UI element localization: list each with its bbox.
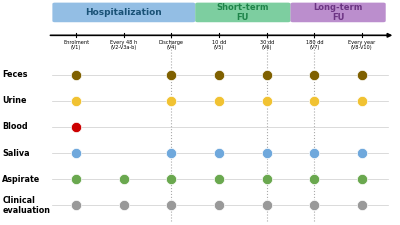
Point [168, 73, 175, 76]
FancyBboxPatch shape [290, 3, 386, 22]
Point [264, 178, 270, 181]
Text: Clinical
evaluation: Clinical evaluation [2, 196, 50, 215]
Text: Blood: Blood [2, 122, 28, 131]
Point [216, 73, 222, 76]
Text: Hospitalization: Hospitalization [86, 8, 162, 17]
Text: Discharge
(V4): Discharge (V4) [159, 40, 184, 50]
Point [359, 204, 365, 207]
Point [73, 151, 79, 155]
Point [359, 178, 365, 181]
Text: Enrolment
(V1): Enrolment (V1) [63, 40, 89, 50]
Point [73, 73, 79, 76]
Point [168, 151, 175, 155]
Point [359, 151, 365, 155]
Text: 180 dd
(V7): 180 dd (V7) [306, 40, 323, 50]
Point [168, 178, 175, 181]
Point [311, 178, 318, 181]
Point [168, 99, 175, 103]
Point [121, 178, 127, 181]
Point [216, 99, 222, 103]
Text: Long-term
FU: Long-term FU [314, 3, 363, 22]
Point [311, 99, 318, 103]
Text: Urine: Urine [2, 96, 27, 105]
Point [73, 99, 79, 103]
Text: Short-term
FU: Short-term FU [217, 3, 269, 22]
Point [216, 178, 222, 181]
Text: Every 48 h
(V2-V3a-b): Every 48 h (V2-V3a-b) [110, 40, 138, 50]
Point [73, 204, 79, 207]
Text: Saliva: Saliva [2, 148, 30, 157]
Text: 10 dd
(V5): 10 dd (V5) [212, 40, 226, 50]
Text: 30 dd
(V6): 30 dd (V6) [260, 40, 274, 50]
Point [73, 178, 79, 181]
Text: Aspirate: Aspirate [2, 175, 41, 184]
Point [264, 151, 270, 155]
Text: Every year
(V8-V10): Every year (V8-V10) [348, 40, 376, 50]
Point [216, 151, 222, 155]
Point [359, 73, 365, 76]
Point [264, 73, 270, 76]
Point [73, 125, 79, 129]
Point [264, 99, 270, 103]
Point [311, 151, 318, 155]
FancyBboxPatch shape [195, 3, 290, 22]
Point [121, 204, 127, 207]
Point [264, 204, 270, 207]
Point [311, 204, 318, 207]
Point [359, 99, 365, 103]
FancyBboxPatch shape [52, 3, 195, 22]
Text: Feces: Feces [2, 70, 28, 79]
Point [311, 73, 318, 76]
Point [168, 204, 175, 207]
Point [216, 204, 222, 207]
